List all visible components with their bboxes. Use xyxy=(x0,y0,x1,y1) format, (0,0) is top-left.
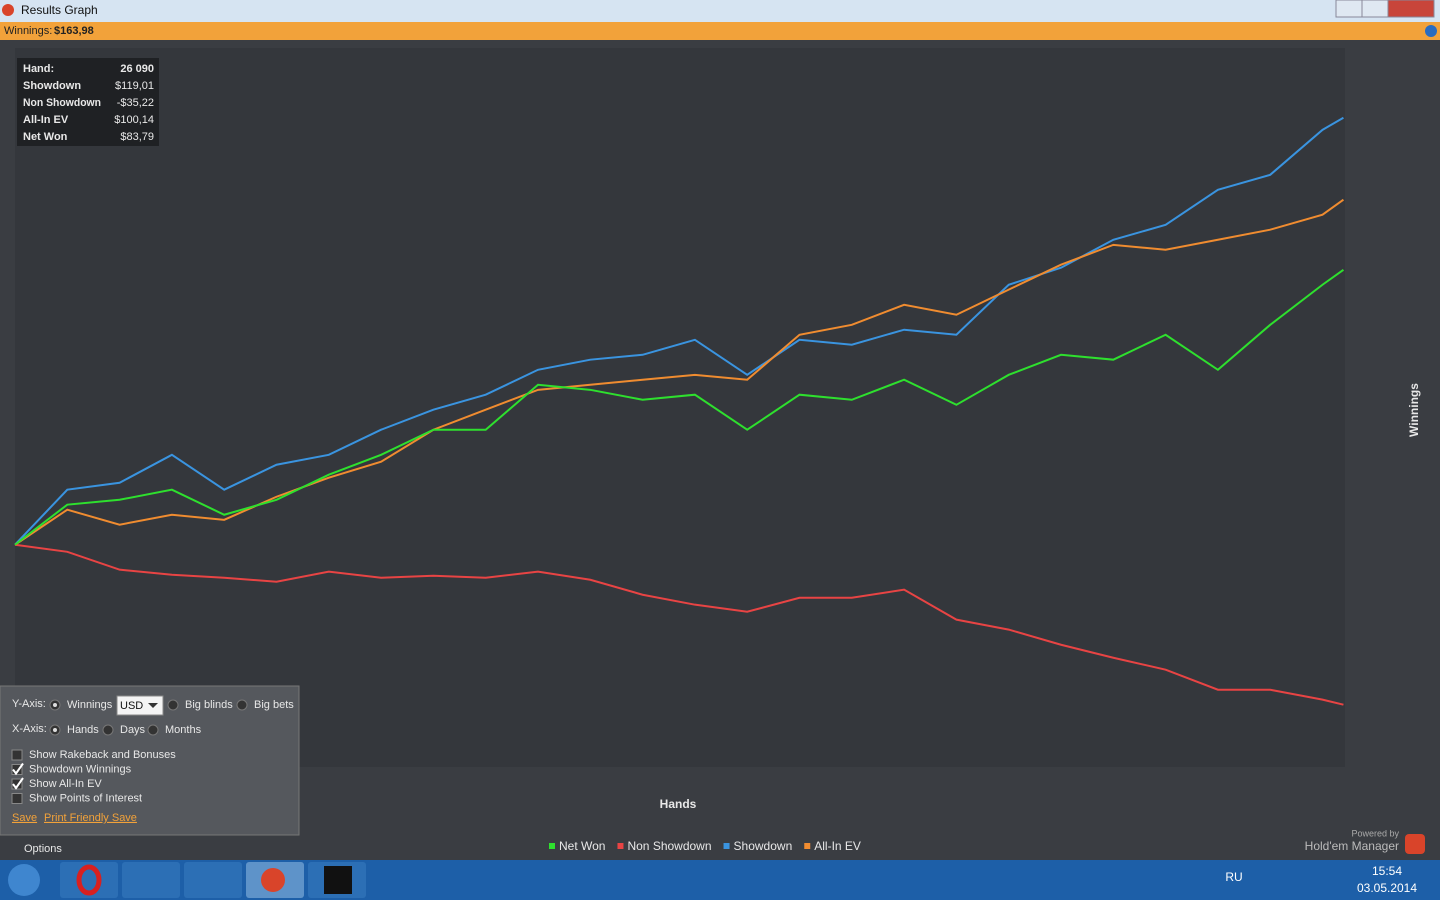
radio[interactable] xyxy=(102,724,114,736)
series-line xyxy=(14,543,1344,706)
winnings-label: Winnings: xyxy=(4,25,52,37)
powered-by: Powered by xyxy=(1351,828,1399,838)
x-choice[interactable]: Months xyxy=(165,724,202,736)
checkbox-label[interactable]: Show Rakeback and Bonuses xyxy=(29,749,176,761)
tooltip-key: Showdown xyxy=(23,80,81,92)
language[interactable]: RU xyxy=(1225,870,1242,884)
tooltip-value: -$35,22 xyxy=(117,97,154,109)
clock-time[interactable]: 15:54 xyxy=(1372,864,1402,878)
checkbox-label[interactable]: Show All-In EV xyxy=(29,778,102,790)
brand-logo xyxy=(1405,834,1425,854)
winnings-value: $163,98 xyxy=(54,25,94,37)
taskbar-app[interactable] xyxy=(184,862,242,898)
checkbox[interactable] xyxy=(11,793,23,804)
app-icon-b xyxy=(324,866,352,894)
maximize-button[interactable] xyxy=(1361,0,1389,18)
x-choice[interactable]: Hands xyxy=(67,724,99,736)
legend-swatch xyxy=(617,843,624,849)
radio[interactable] xyxy=(167,699,179,711)
options-toggle[interactable] xyxy=(0,838,70,860)
checkbox[interactable] xyxy=(11,778,23,790)
checkbox[interactable] xyxy=(11,749,23,761)
y-choice[interactable]: Big bets xyxy=(254,699,294,711)
radio[interactable] xyxy=(147,724,159,736)
options-toggle-label[interactable]: Options xyxy=(24,843,62,855)
y-choice[interactable]: Winnings xyxy=(67,699,113,711)
checkbox-label[interactable]: Show Points of Interest xyxy=(29,792,142,804)
opera-icon xyxy=(76,864,102,896)
currency[interactable]: USD xyxy=(120,700,143,712)
help-button[interactable] xyxy=(1425,25,1437,37)
hm2-icon xyxy=(261,868,285,892)
dropdown-arrow xyxy=(148,703,158,708)
title-bar xyxy=(0,0,1440,22)
legend-label: Non Showdown xyxy=(627,839,711,853)
tooltip-value: $100,14 xyxy=(114,114,154,126)
x-choice[interactable]: Days xyxy=(120,724,146,736)
taskbar-app[interactable] xyxy=(60,862,118,898)
tooltip-key: Hand: xyxy=(23,63,54,75)
checkmark xyxy=(12,777,24,790)
legend-label: All-In EV xyxy=(814,839,861,853)
legend-swatch xyxy=(549,843,555,849)
legend-label: Net Won xyxy=(559,839,605,853)
legend-swatch xyxy=(804,843,811,849)
series-line xyxy=(14,116,1344,546)
winnings-bar xyxy=(0,22,1440,40)
clock-date[interactable]: 03.05.2014 xyxy=(1357,881,1417,895)
legend-swatch xyxy=(723,843,730,849)
save-link[interactable]: Save xyxy=(12,812,37,824)
series-line xyxy=(14,268,1345,546)
minimize-button[interactable] xyxy=(1335,0,1363,18)
legend-label: Showdown xyxy=(734,839,793,853)
taskbar-app[interactable] xyxy=(122,862,180,898)
x-axis-label: X-Axis: xyxy=(12,723,47,735)
radio-dot xyxy=(53,728,57,732)
radio[interactable] xyxy=(236,699,248,711)
tooltip xyxy=(17,58,159,146)
checkbox-label[interactable]: Showdown Winnings xyxy=(29,763,132,775)
radio-dot xyxy=(53,703,57,707)
y-axis-title: Winnings xyxy=(1407,383,1421,437)
close-button[interactable] xyxy=(1387,0,1435,18)
tooltip-key: Net Won xyxy=(23,131,68,143)
tooltip-value: $83,79 xyxy=(120,131,154,143)
y-axis-label: Y-Axis: xyxy=(12,698,46,710)
tooltip-value: 26 090 xyxy=(120,63,154,75)
app-icon xyxy=(2,4,14,16)
tooltip-key: All-In EV xyxy=(23,114,69,126)
print-save-link[interactable]: Print Friendly Save xyxy=(44,812,137,824)
plot-area xyxy=(15,48,1345,767)
checkbox[interactable] xyxy=(11,764,23,775)
start-button[interactable] xyxy=(8,864,40,896)
y-choice[interactable]: Big blinds xyxy=(185,699,233,711)
window-title: Results Graph xyxy=(21,3,98,17)
currency-select[interactable] xyxy=(116,695,164,716)
x-axis-title: Hands xyxy=(660,797,697,811)
brand: Hold'em Manager xyxy=(1305,839,1399,853)
tooltip-value: $119,01 xyxy=(115,80,154,92)
checkmark xyxy=(12,762,24,776)
series-line xyxy=(14,198,1345,546)
tooltip-key: Non Showdown xyxy=(23,97,101,109)
